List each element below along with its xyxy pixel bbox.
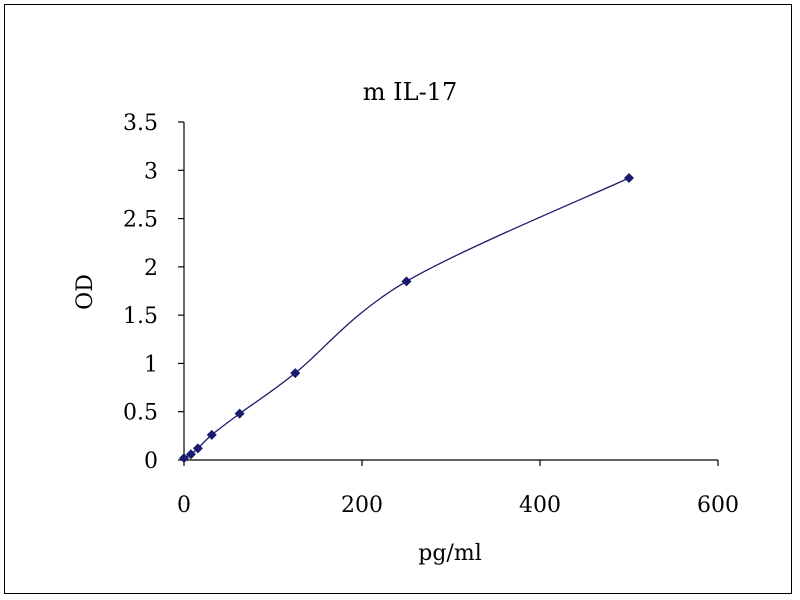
data-point bbox=[290, 368, 301, 379]
x-tick-label: 600 bbox=[697, 493, 739, 518]
y-tick-label: 2 bbox=[144, 256, 158, 281]
y-tick-label: 3 bbox=[144, 159, 158, 184]
x-tick-label: 400 bbox=[519, 493, 561, 518]
data-point bbox=[234, 408, 245, 419]
tick-label-layer: 0 0.5 1 1.5 2 2.5 3 3.5 0 200 400 600 bbox=[123, 111, 739, 518]
data-point bbox=[624, 173, 634, 184]
y-tick-label: 0.5 bbox=[123, 401, 158, 426]
curve-layer bbox=[183, 177, 630, 459]
data-point bbox=[206, 429, 217, 440]
y-tick-label: 1.5 bbox=[123, 304, 158, 329]
x-tick-label: 0 bbox=[177, 493, 191, 518]
y-tick-label: 0 bbox=[144, 449, 158, 474]
axes bbox=[178, 121, 719, 466]
x-tick-label: 200 bbox=[341, 493, 383, 518]
y-tick-label: 2.5 bbox=[123, 208, 158, 233]
chart-frame bbox=[4, 4, 792, 594]
data-point bbox=[185, 449, 196, 460]
series-line bbox=[183, 177, 630, 459]
y-axis-label: OD bbox=[73, 274, 98, 310]
y-tick-label: 1 bbox=[144, 352, 158, 377]
data-point bbox=[179, 453, 189, 464]
data-point bbox=[401, 276, 412, 287]
marker-layer bbox=[179, 173, 634, 464]
chart-title: m IL-17 bbox=[363, 78, 457, 106]
y-tick-label: 3.5 bbox=[123, 111, 158, 136]
data-point bbox=[192, 443, 203, 454]
x-axis-label: pg/ml bbox=[418, 541, 481, 566]
